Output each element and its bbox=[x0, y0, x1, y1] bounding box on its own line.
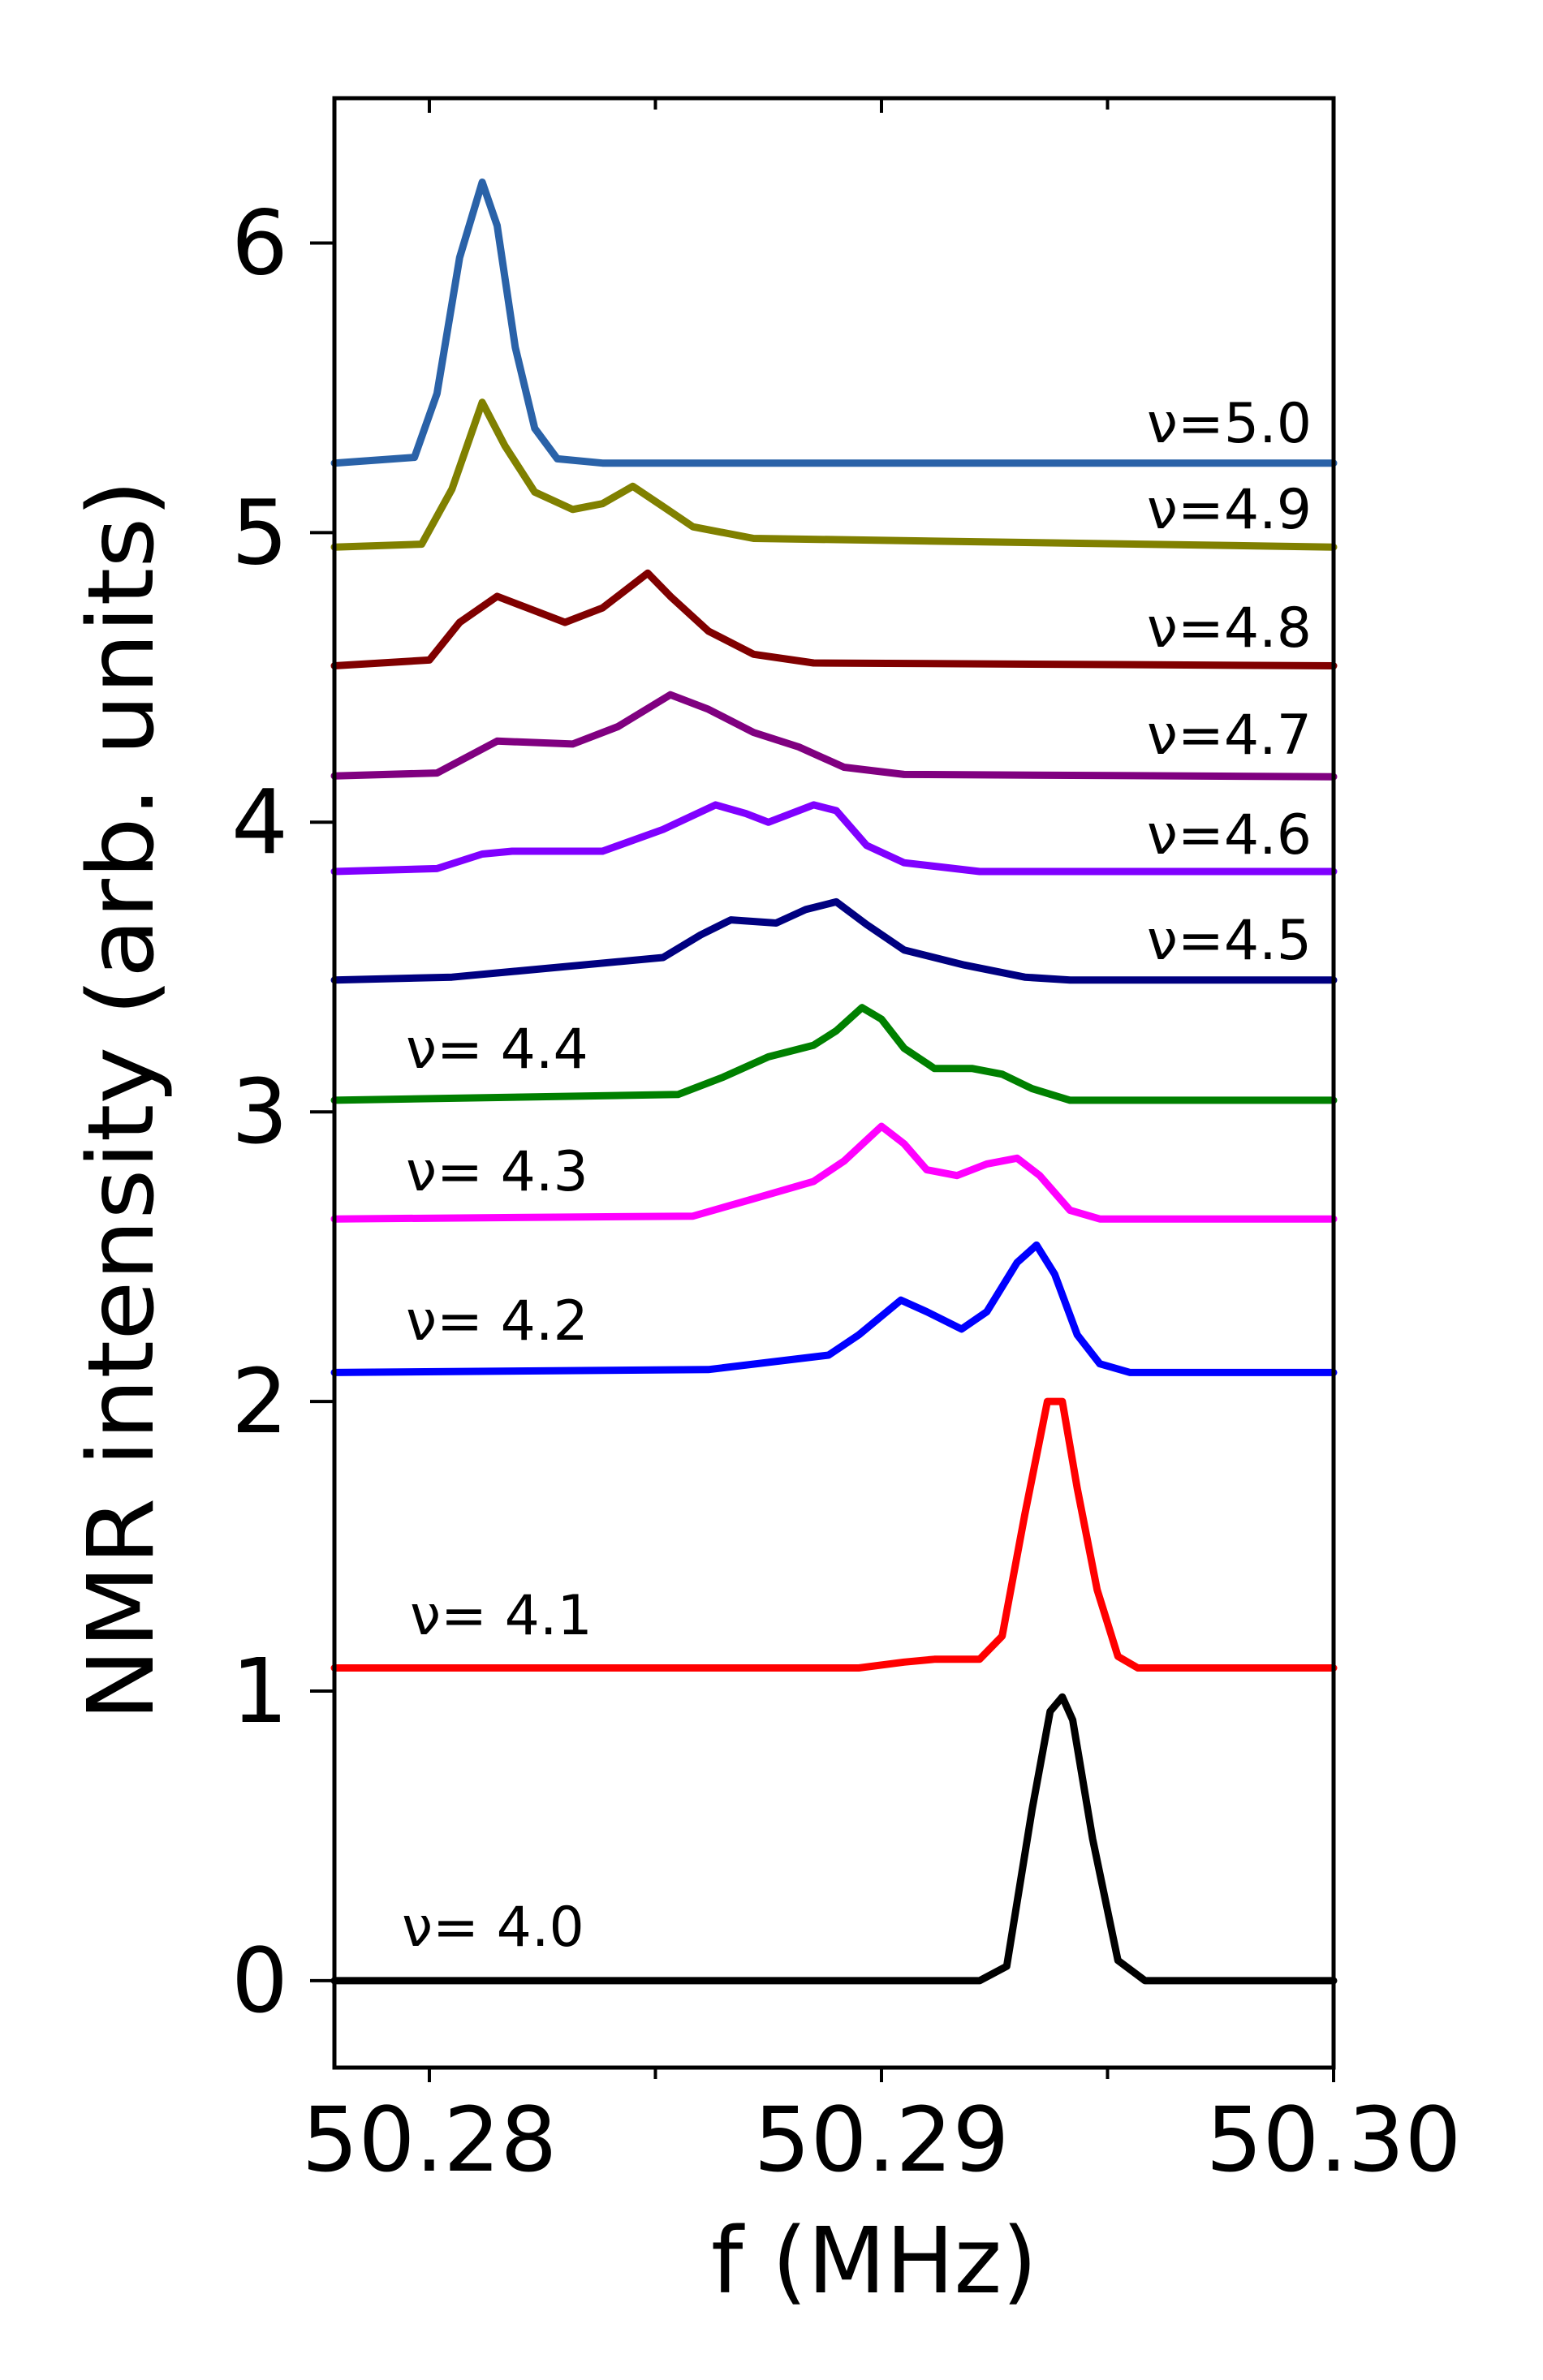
y-axis-title: NMR intensity (arb. units) bbox=[69, 480, 175, 1721]
series-label: ν= 4.4 bbox=[406, 1018, 588, 1082]
y-tick-label: 1 bbox=[231, 1639, 288, 1743]
series-label: ν=4.6 bbox=[1147, 803, 1312, 867]
series-line-ν=4.4 bbox=[330, 1004, 1338, 1104]
series-label: ν=4.9 bbox=[1147, 478, 1312, 542]
series-line-ν=4.7 bbox=[330, 691, 1338, 781]
y-tick-label: 0 bbox=[231, 1929, 288, 2033]
series-label: ν=4.7 bbox=[1147, 704, 1312, 768]
series-line-ν=4.5 bbox=[330, 897, 1338, 984]
y-tick-label: 2 bbox=[231, 1349, 288, 1453]
series-label: ν=5.0 bbox=[1147, 392, 1312, 456]
series-line-ν=4.6 bbox=[330, 801, 1338, 876]
series-label: ν= 4.0 bbox=[402, 1896, 584, 1960]
series-layer: ν=5.0 ν=4.9 ν=4.8 ν=4.7 ν=4.6 ν=4.5 ν= 4.4 ν= 4… bbox=[330, 179, 1338, 1985]
y-tick-label: 4 bbox=[231, 770, 288, 874]
y-tick-label: 5 bbox=[231, 480, 288, 584]
series-line-ν=5.0 bbox=[330, 179, 1338, 467]
y-tick-label: 3 bbox=[231, 1060, 288, 1164]
series-label: ν= 4.2 bbox=[406, 1289, 588, 1354]
x-tick-label: 50.29 bbox=[754, 2088, 1010, 2192]
series-label: ν= 4.3 bbox=[406, 1140, 588, 1204]
series-line-ν=4.3 bbox=[330, 1122, 1338, 1223]
series-line-ν=4.1 bbox=[330, 1397, 1338, 1672]
y-tick-label: 6 bbox=[231, 191, 288, 295]
series-line-ν=4.8 bbox=[330, 569, 1338, 669]
x-axis-title: f (MHz) bbox=[711, 2209, 1037, 2314]
plot-frame bbox=[332, 96, 1336, 2070]
series-label: ν=4.5 bbox=[1147, 909, 1312, 973]
series-line-ν=4.9 bbox=[330, 398, 1338, 551]
series-label: ν= 4.1 bbox=[410, 1584, 593, 1648]
series-line-ν=4.0 bbox=[330, 1693, 1338, 1985]
series-line-ν=4.2 bbox=[330, 1241, 1338, 1376]
series-label: ν=4.8 bbox=[1147, 596, 1312, 661]
x-tick-label: 50.30 bbox=[1206, 2088, 1462, 2192]
ticks-layer: 50.28 50.29 50.30 0 1 2 3 4 5 6 bbox=[231, 98, 1461, 2192]
x-tick-label: 50.28 bbox=[302, 2088, 558, 2192]
